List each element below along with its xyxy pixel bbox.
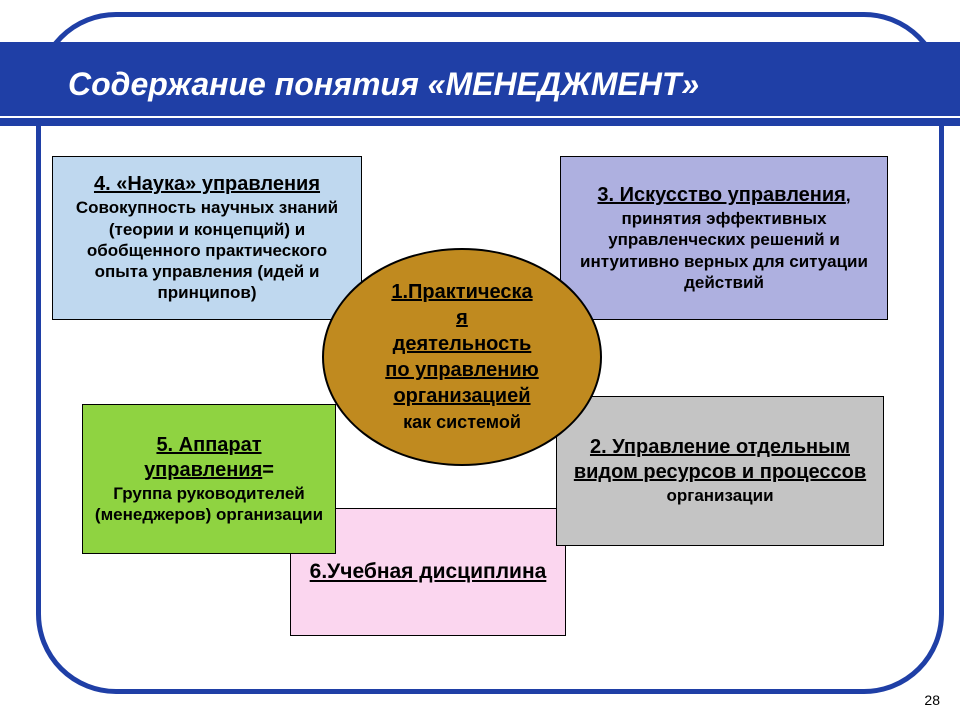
box-3-art: 3. Искусство управления, принятия эффект… [560,156,888,320]
center-text: 1.Практическа я деятельность по управлен… [348,279,576,435]
center-ellipse: 1.Практическа я деятельность по управлен… [322,248,602,466]
box-3-text: 3. Искусство управления, принятия эффект… [569,183,879,293]
box-4-body: Совокупность научных знаний (теории и ко… [61,197,353,303]
title-underline [0,116,960,118]
box-4-title: 4. «Наука» управления [61,172,353,197]
box-2-text: 2. Управление отдельным видом ресурсов и… [565,435,875,506]
box-4-science: 4. «Наука» управления Совокупность научн… [52,156,362,320]
box-6-title: 6.Учебная дисциплина [299,559,557,585]
slide: Содержание понятия «МЕНЕДЖМЕНТ» 6.Учебна… [0,0,960,720]
box-5-body: Группа руководителей (менеджеров) органи… [91,483,327,526]
box-5-title: 5. Аппарат управления= [91,433,327,483]
slide-title: Содержание понятия «МЕНЕДЖМЕНТ» [68,66,960,103]
page-number: 28 [924,692,940,708]
box-5-apparatus: 5. Аппарат управления= Группа руководите… [82,404,336,554]
title-bar: Содержание понятия «МЕНЕДЖМЕНТ» [0,42,960,126]
box-2-resources: 2. Управление отдельным видом ресурсов и… [556,396,884,546]
